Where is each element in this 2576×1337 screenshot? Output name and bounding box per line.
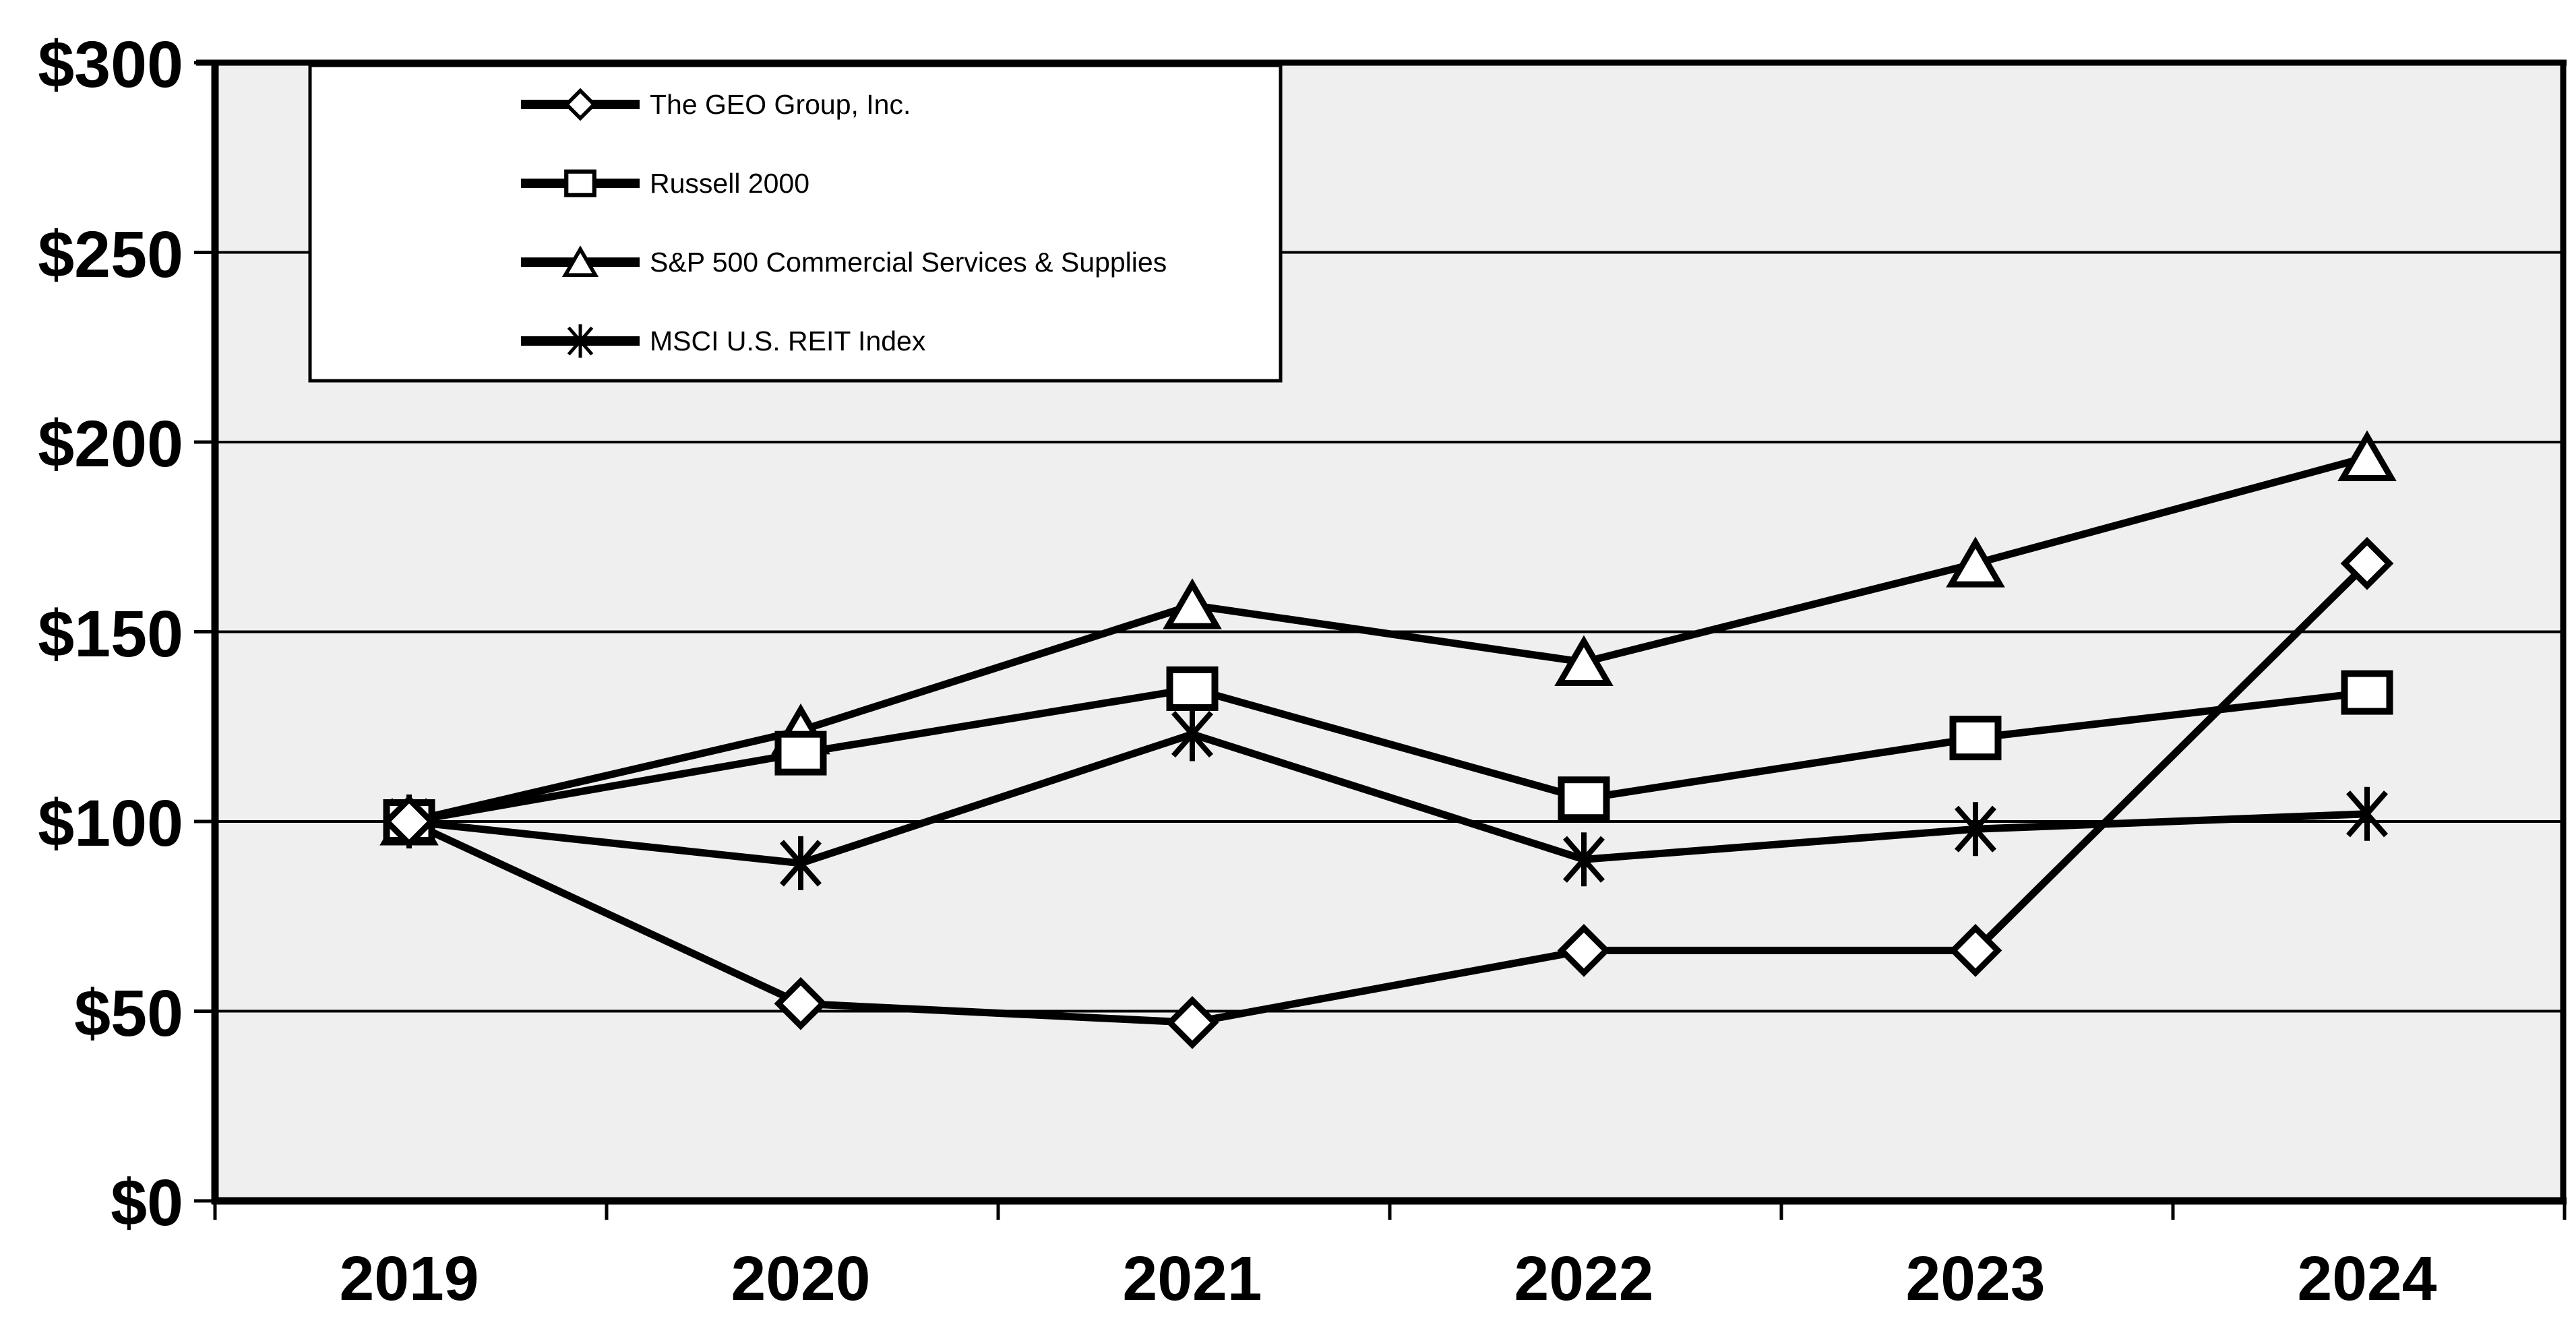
triangle-marker — [561, 245, 599, 278]
y-tick-label: $300 — [38, 28, 183, 101]
legend-label-msci: MSCI U.S. REIT Index — [650, 325, 926, 356]
series-line-2 — [408, 454, 2368, 826]
square-marker — [1166, 666, 1219, 711]
axis-ticks — [194, 61, 2567, 1220]
data-series — [379, 430, 2397, 1049]
y-tick-label: $200 — [38, 407, 183, 480]
asterisk-marker — [779, 836, 822, 890]
x-tick-label: 2022 — [1514, 1243, 1654, 1313]
square-marker — [774, 730, 827, 776]
series-line-0 — [407, 561, 2370, 1026]
y-tick-label: $50 — [74, 976, 183, 1050]
legend-box — [308, 63, 1283, 383]
asterisk-marker — [1954, 802, 1997, 857]
legend-glyph-diamond — [521, 88, 640, 121]
asterisk-marker — [1171, 707, 1214, 761]
y-axis-labels: $0 $50 $100 $150 $200 $250 $300 — [38, 28, 183, 1239]
x-tick-label: 2021 — [1123, 1243, 1262, 1313]
legend-label-russell: Russell 2000 — [650, 168, 809, 199]
asterisk-marker — [2345, 786, 2389, 841]
series-line-1 — [408, 685, 2368, 826]
diamond-marker — [563, 88, 597, 121]
markers-diamond — [382, 536, 2394, 1049]
y-tick-label: $250 — [38, 218, 183, 291]
triangle-marker — [1946, 536, 2005, 588]
asterisk-marker — [567, 324, 594, 358]
diamond-marker — [1557, 924, 1611, 977]
diamond-marker — [1949, 924, 2002, 977]
x-tick-label: 2023 — [1906, 1243, 2046, 1313]
legend-glyph-triangle — [521, 245, 640, 278]
diamond-marker — [2340, 536, 2394, 590]
legend-marker-glyphs — [521, 88, 640, 358]
triangle-marker — [1163, 578, 1222, 629]
diamond-marker — [1165, 996, 1219, 1049]
series-line-3 — [408, 730, 2368, 867]
square-marker — [2341, 670, 2393, 715]
x-tick-label: 2020 — [731, 1243, 871, 1313]
legend-glyph-asterisk — [521, 324, 640, 358]
square-marker — [564, 169, 596, 197]
diamond-marker — [382, 795, 436, 848]
legend-glyph-square — [521, 169, 640, 197]
square-marker — [1949, 716, 2002, 761]
y-tick-label: $100 — [38, 786, 183, 860]
square-marker — [1558, 776, 1610, 821]
y-tick-label: $150 — [38, 597, 183, 671]
legend-label-sp500: S&P 500 Commercial Services & Supplies — [650, 247, 1167, 278]
y-tick-label: $0 — [111, 1166, 183, 1239]
asterisk-marker — [1562, 832, 1605, 887]
x-tick-label: 2019 — [340, 1243, 479, 1313]
legend-label-geo: The GEO Group, Inc. — [650, 89, 911, 120]
triangle-marker — [2337, 430, 2397, 482]
markers-square — [383, 666, 2393, 844]
triangle-marker — [1554, 635, 1614, 687]
x-axis-labels: 2019 2020 2021 2022 2023 2024 — [340, 1243, 2437, 1313]
x-tick-label: 2024 — [2298, 1243, 2437, 1313]
diamond-marker — [774, 976, 828, 1030]
legend: The GEO Group, Inc. Russell 2000 S&P 500… — [308, 63, 1283, 383]
